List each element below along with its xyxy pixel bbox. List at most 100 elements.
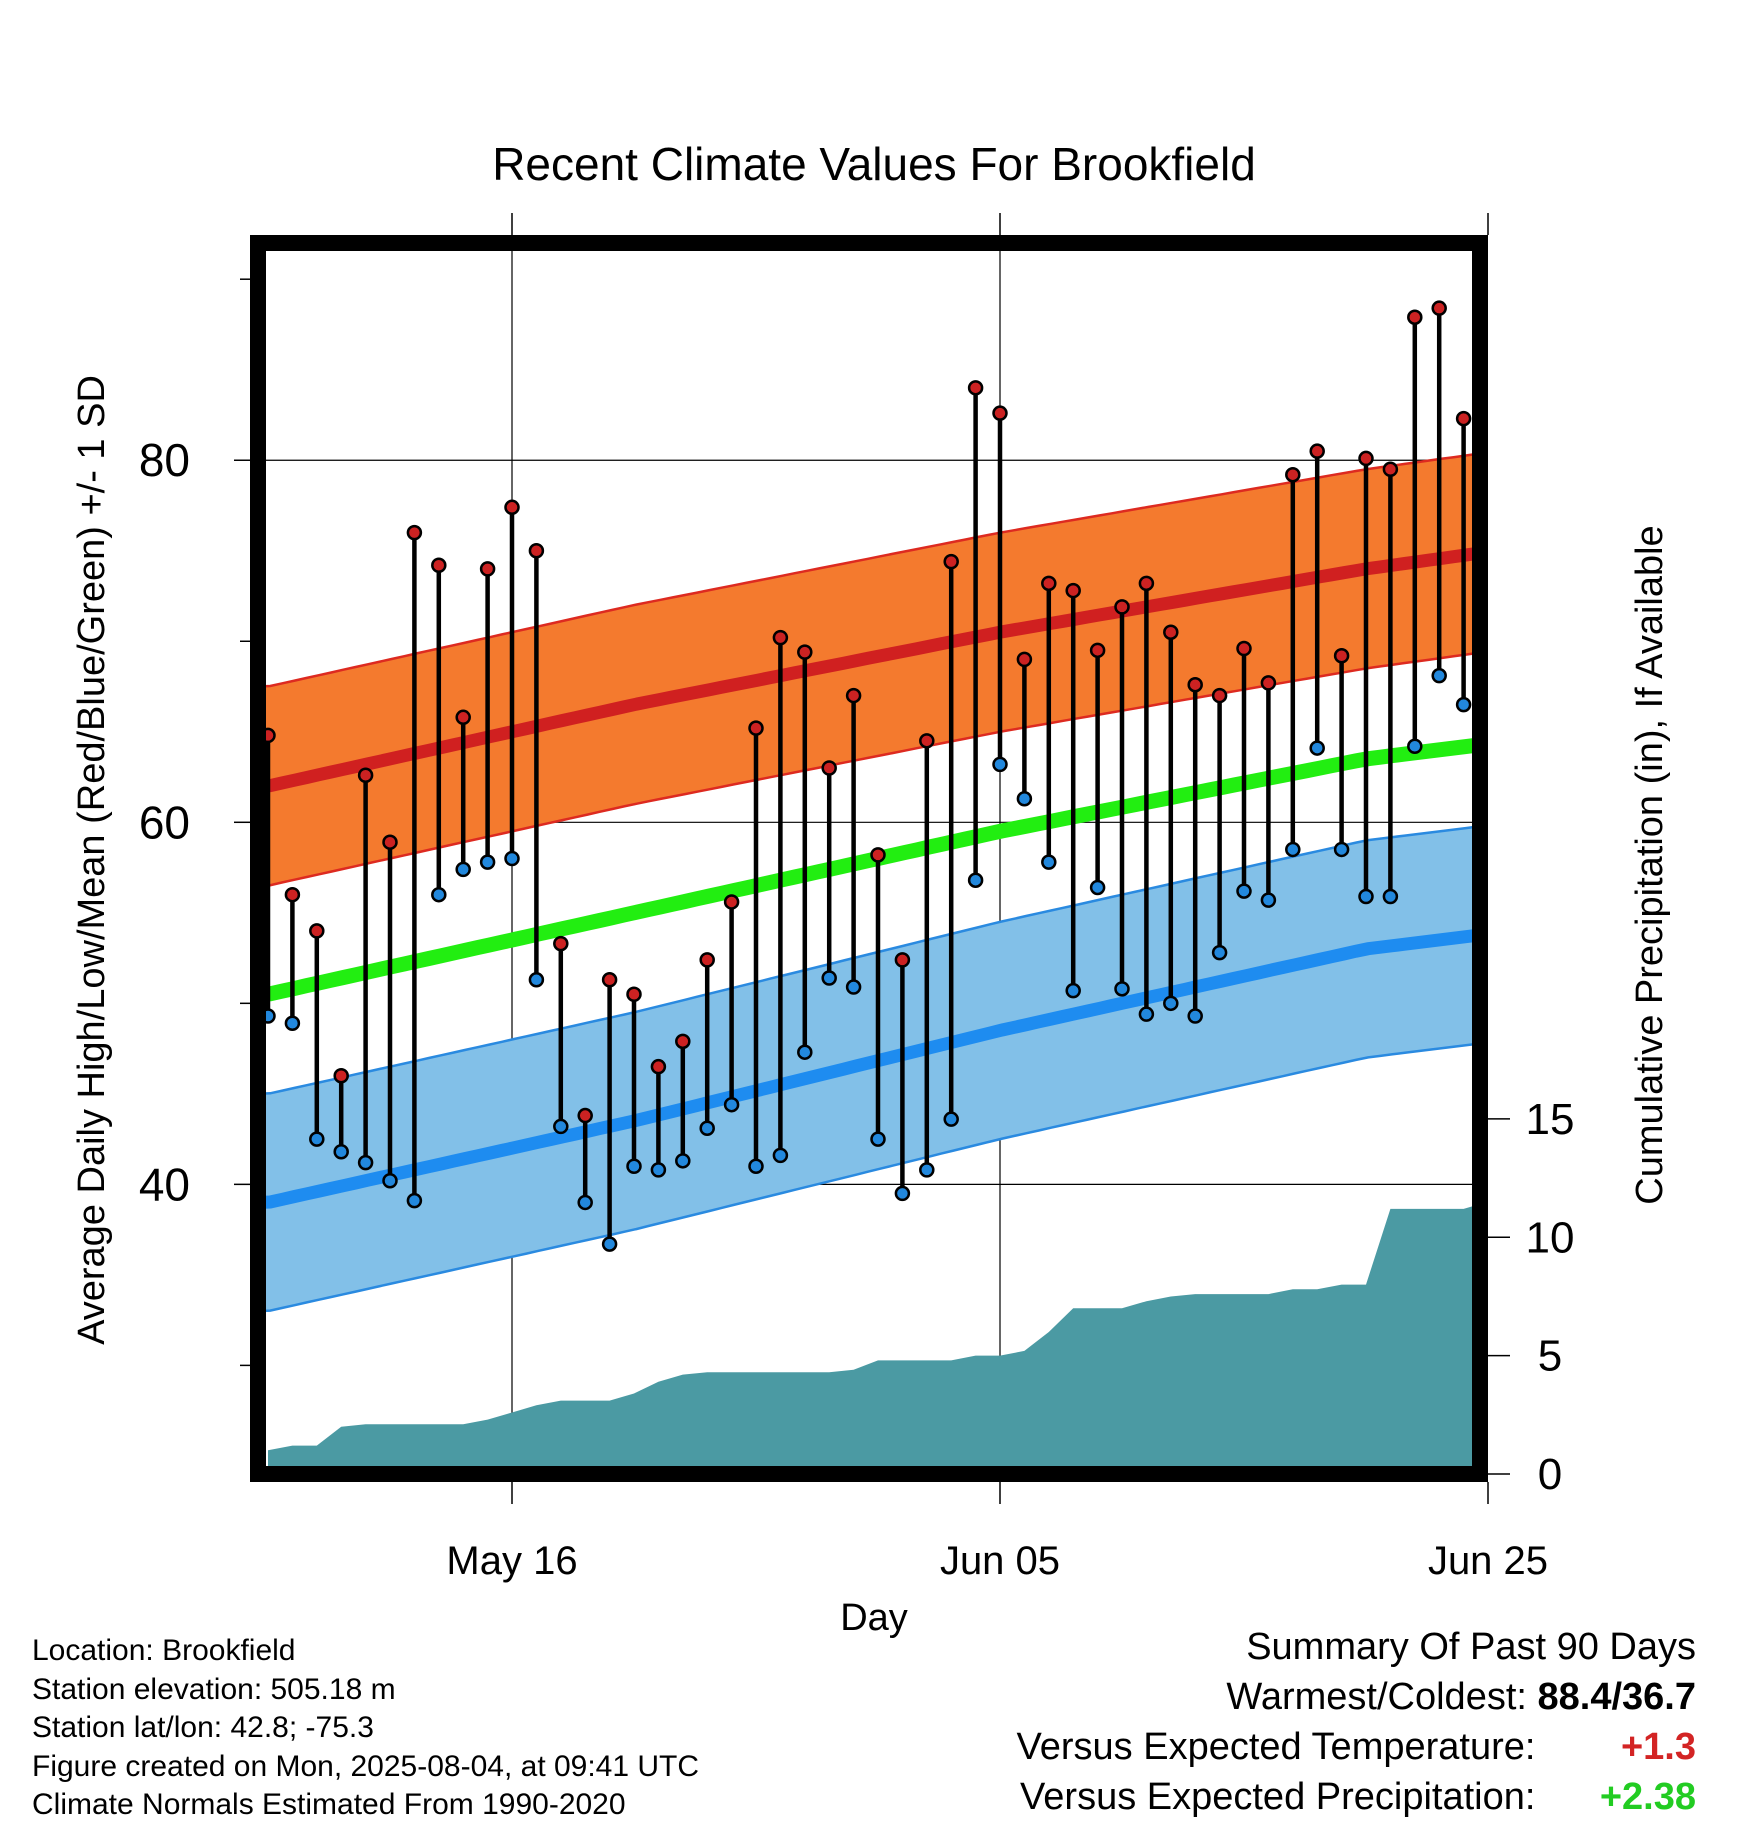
summary-warmest-row: Warmest/Coldest: 88.4/36.7: [1017, 1672, 1696, 1722]
warmest-value: 88.4/36.7: [1537, 1676, 1696, 1718]
daily-low-point: [1677, 854, 1690, 867]
daily-low-point: [1407, 738, 1423, 755]
summary-title: Summary Of Past 90 Days: [1246, 1626, 1696, 1668]
daily-high-point: [333, 1067, 349, 1084]
daily-high-point: [992, 405, 1008, 421]
daily-high-point: [1309, 443, 1325, 459]
daily-low-point: [577, 1194, 593, 1211]
daily-high-point: [1701, 427, 1714, 440]
daily-high-point: [1041, 575, 1057, 592]
daily-high-point: [1407, 309, 1423, 325]
daily-high-point: [1260, 675, 1277, 691]
daily-low-point: [1016, 791, 1033, 807]
daily-low-point: [650, 1162, 667, 1178]
normal-high-band: [258, 453, 1478, 886]
daily-low-point: [1138, 1006, 1155, 1022]
summary-temp-row: Versus Expected Temperature: +1.3: [1017, 1722, 1696, 1772]
y2-tick-label: 10: [1526, 1213, 1575, 1262]
daily-low-point: [1065, 982, 1081, 999]
warmest-label: Warmest/Coldest:: [1226, 1676, 1527, 1718]
daily-low-point: [309, 1131, 325, 1147]
summary-precip-row: Versus Expected Precipitation: +2.38: [1017, 1772, 1696, 1822]
daily-low-point: [748, 1158, 764, 1174]
daily-low-point: [1260, 892, 1277, 908]
daily-low-point: [1114, 981, 1130, 997]
daily-low-point: [479, 854, 496, 870]
daily-low-point: [1579, 870, 1592, 883]
daily-high-point: [1604, 432, 1617, 445]
daily-high-point: [1382, 461, 1399, 478]
daily-high-point: [870, 847, 886, 863]
daily-high-point: [1358, 450, 1374, 467]
daily-low-point: [455, 861, 471, 878]
daily-low-point: [1236, 883, 1252, 899]
daily-high-point: [1187, 676, 1203, 693]
daily-high-point: [455, 709, 471, 726]
daily-low-point: [772, 1147, 789, 1164]
daily-high-point: [748, 720, 764, 736]
normal-low-upper-edge: [258, 825, 1479, 1096]
daily-low-point: [723, 1096, 740, 1113]
elevation-text: Station elevation: 505.18 m: [32, 1672, 396, 1706]
daily-low-point: [699, 1120, 715, 1136]
daily-low-point: [992, 756, 1008, 773]
summary-panel: Summary Of Past 90 Days Warmest/Coldest:…: [1017, 1622, 1696, 1822]
daily-high-point: [504, 499, 520, 516]
daily-high-point: [528, 543, 545, 559]
daily-high-point: [894, 952, 911, 968]
daily-low-point: [1187, 1008, 1203, 1024]
daily-high-point: [309, 923, 325, 939]
daily-high-point: [967, 380, 984, 396]
temp-label: Versus Expected Temperature:: [1016, 1726, 1536, 1768]
x-axis-label: Day: [840, 1597, 908, 1639]
daily-high-point: [284, 886, 301, 903]
daily-low-point: [1726, 986, 1739, 999]
normal-mean-line: [258, 737, 1479, 1002]
daily-high-point: [1138, 575, 1155, 592]
daily-high-point: [357, 767, 374, 783]
daily-high-point: [821, 760, 837, 776]
daily-low-point: [1604, 876, 1617, 889]
precipitation-area: [268, 1204, 1480, 1474]
daily-high-point: [1016, 651, 1033, 668]
daily-low-point: [357, 1154, 374, 1171]
daily-low-point: [797, 1044, 813, 1060]
daily-low-point: [1211, 944, 1228, 961]
daily-low-point: [821, 970, 837, 986]
y2-tick-label: 0: [1538, 1450, 1562, 1499]
daily-low-point: [1506, 868, 1519, 881]
daily-high-point: [943, 553, 959, 570]
daily-low-point: [845, 979, 862, 995]
daily-low-point: [967, 872, 984, 888]
daily-high-point: [650, 1058, 667, 1075]
daily-low-point: [333, 1144, 349, 1160]
daily-high-point: [553, 935, 569, 952]
temp-value: +1.3: [1620, 1726, 1696, 1768]
daily-low-point: [553, 1118, 569, 1135]
y2-tick-label: 15: [1526, 1095, 1575, 1144]
daily-high-point: [479, 561, 496, 577]
x-tick-label: May 16: [446, 1539, 577, 1583]
daily-high-point: [1431, 300, 1447, 316]
daily-low-point: [431, 886, 447, 903]
daily-low-point: [382, 1172, 398, 1189]
plot-inner: [258, 243, 1739, 1474]
y2-axis-label: Cumulative Precipitation (in), If Availa…: [1629, 525, 1671, 1204]
daily-low-point: [1333, 841, 1350, 858]
daily-high-point: [406, 524, 423, 541]
daily-low-point: [1309, 740, 1325, 756]
y-tick-label: 60: [139, 796, 190, 848]
daily-high-point: [1065, 582, 1081, 599]
daily-low-point: [919, 1162, 935, 1178]
daily-low-point: [284, 1015, 301, 1031]
x-tick-label: Jun 05: [940, 1539, 1060, 1583]
normal-low-lower-edge: [258, 1042, 1479, 1313]
daily-high-point: [1236, 640, 1252, 657]
normal-high-upper-edge: [258, 452, 1479, 688]
normal-low-line: [258, 928, 1479, 1209]
daily-low-point: [1163, 995, 1179, 1012]
daily-high-point: [626, 986, 642, 1003]
y2-tick-label: 5: [1538, 1332, 1562, 1381]
daily-high-point: [1089, 642, 1106, 659]
